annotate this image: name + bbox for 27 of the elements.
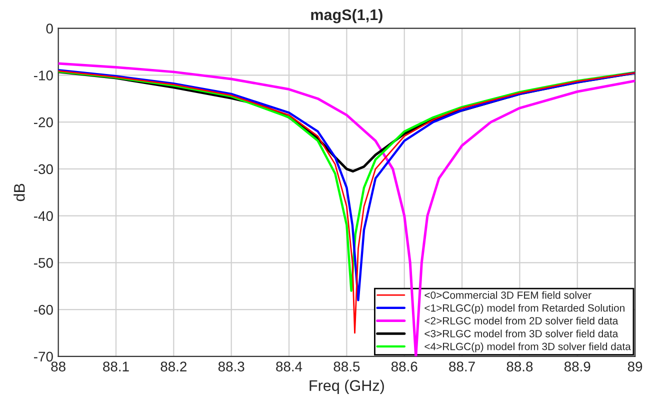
x-tick-label: 88.9 (564, 362, 590, 372)
y-tick-label: -20 (34, 117, 53, 128)
legend-label: <4>RLGC(p) model from 3D solver field data (424, 342, 631, 352)
x-tick-label: 88.1 (103, 362, 129, 372)
x-tick-label: 88 (51, 362, 66, 372)
x-tick-label: 88.5 (334, 362, 360, 372)
x-axis-title: Freq (GHz) (310, 380, 384, 394)
y-tick-label: -60 (34, 304, 53, 315)
legend-label: <2>RLGC model from 2D solver field data (424, 316, 618, 325)
x-tick-label: 88.3 (218, 362, 244, 372)
legend-label: <3>RLGC model from 3D solver field data (424, 330, 618, 338)
y-tick-label: -10 (34, 70, 53, 80)
x-tick-label: 88.7 (449, 362, 475, 372)
y-axis-title: dB (14, 184, 25, 202)
x-tick-label: 88.4 (276, 362, 302, 372)
x-tick-label: 88.2 (160, 362, 186, 372)
y-tick-label: 0 (46, 24, 53, 34)
legend-label: <0>Commercial 3D FEM field solver (424, 291, 592, 299)
x-tick-label: 88.6 (391, 362, 418, 372)
y-tick-label: -40 (34, 211, 53, 221)
x-tick-label: 89 (628, 362, 642, 372)
chart-title: magS(1,1) (311, 8, 382, 24)
x-tick-label: 88.8 (506, 362, 533, 372)
y-tick-label: -70 (34, 352, 53, 362)
y-tick-label: -50 (34, 258, 53, 268)
y-tick-label: -30 (34, 164, 53, 174)
legend-label: <1>RLGC(p) model from Retarded Solution (424, 304, 624, 314)
